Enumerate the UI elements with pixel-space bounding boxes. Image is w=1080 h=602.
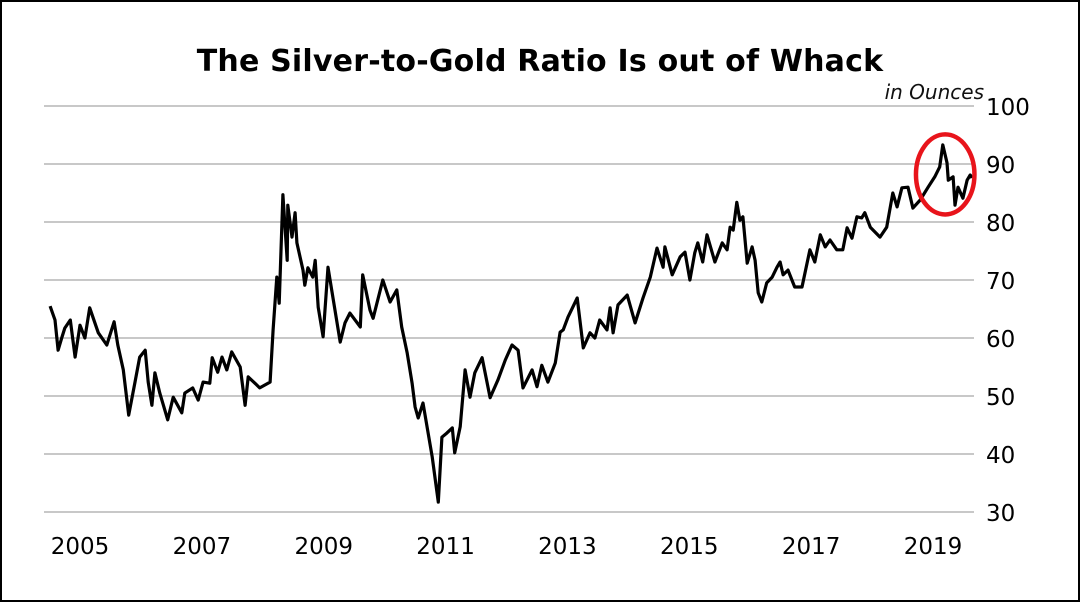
- y-tick-label: 80: [986, 211, 1015, 237]
- y-tick-label: 90: [986, 153, 1015, 179]
- unit-label: in Ounces: [884, 80, 984, 104]
- y-tick-label: 40: [986, 443, 1015, 469]
- x-tick-label: 2017: [782, 534, 841, 560]
- y-tick-label: 60: [986, 327, 1015, 353]
- x-tick-label: 2019: [904, 534, 963, 560]
- x-tick-label: 2009: [294, 534, 353, 560]
- ratio-series-line: [48, 143, 974, 504]
- chart-title: The Silver-to-Gold Ratio Is out of Whack: [196, 44, 884, 79]
- y-tick-label: 70: [986, 269, 1015, 295]
- x-tick-label: 2015: [660, 534, 719, 560]
- x-tick-label: 2011: [416, 534, 475, 560]
- y-tick-label: 50: [986, 385, 1015, 411]
- highlight-circle: [913, 132, 977, 217]
- y-tick-label: 100: [986, 95, 1030, 121]
- y-tick-label: 30: [986, 501, 1015, 527]
- x-tick-label: 2007: [173, 534, 232, 560]
- x-tick-label: 2005: [51, 534, 110, 560]
- x-tick-label: 2013: [538, 534, 597, 560]
